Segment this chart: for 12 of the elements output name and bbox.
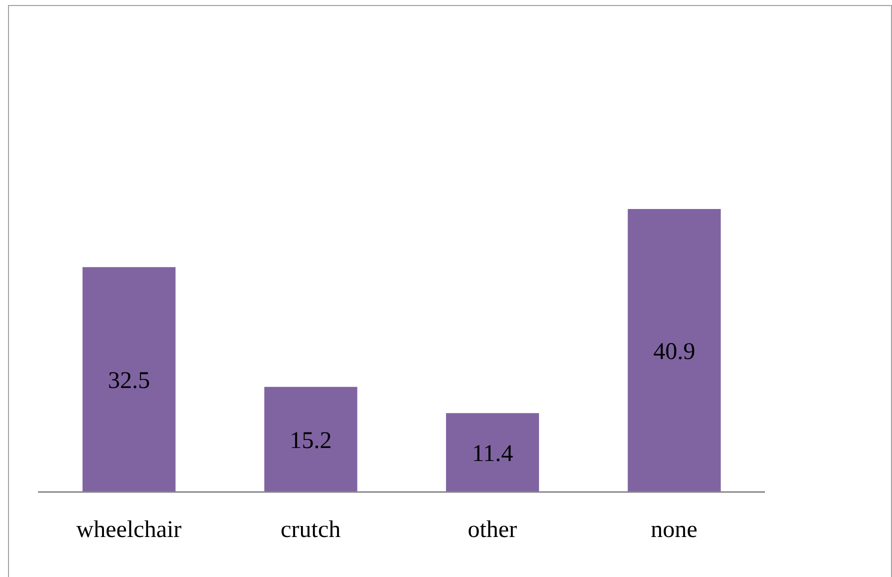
x-tick-label: wheelchair	[76, 517, 182, 544]
data-label: 11.4	[472, 441, 514, 468]
data-label: 32.5	[108, 368, 150, 394]
x-tick-label: other	[468, 517, 518, 544]
bar	[628, 209, 721, 492]
bar	[82, 267, 176, 492]
x-tick-label: crutch	[280, 517, 341, 544]
data-label: 15.2	[290, 428, 332, 454]
bar	[264, 386, 358, 492]
x-tick-label: none	[650, 517, 698, 544]
data-label: 40.9	[653, 339, 696, 366]
bar	[446, 413, 540, 492]
